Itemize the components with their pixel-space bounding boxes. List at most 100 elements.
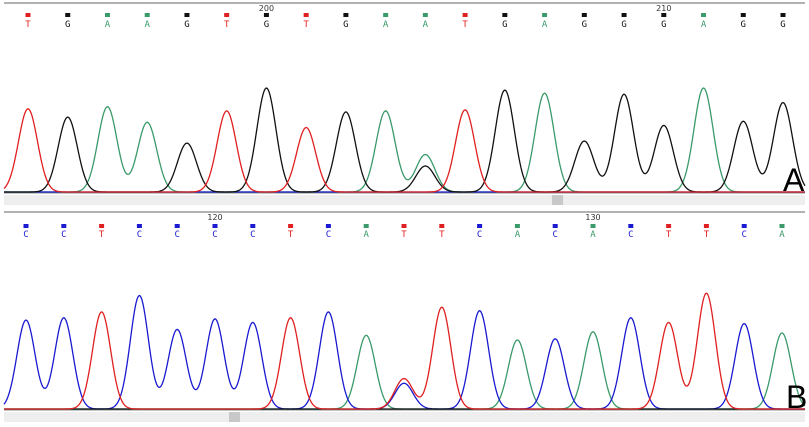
base-marker [621,13,627,17]
base-marker [439,224,445,228]
base-call: G [343,20,348,30]
base-marker [303,13,309,17]
base-call: T [439,230,445,240]
base-call: C [628,230,633,240]
peak-2 [101,311,103,313]
base-marker [250,224,256,228]
base-call: C [250,230,255,240]
base-marker [263,13,269,17]
base-marker [628,224,634,228]
base-marker [144,13,150,17]
peak-20 [781,332,783,334]
base-call: A [105,20,111,30]
base-marker [542,13,548,17]
base-marker [661,13,667,17]
peak-8 [345,111,347,113]
peak-11 [464,109,466,111]
base-marker [462,13,468,17]
base-call: T [666,230,672,240]
peak-4 [176,328,178,331]
base-call: T [224,20,230,30]
base-call: A [363,230,369,240]
peak-15 [592,331,594,333]
base-marker [422,13,428,17]
base-marker [61,224,67,228]
base-marker [65,13,71,17]
peak-9 [365,334,367,336]
peak-6 [265,87,268,89]
peak-10 [424,153,426,156]
base-marker [25,13,31,17]
peak-17 [668,321,670,324]
peak-17 [702,87,705,89]
base-marker [502,13,508,17]
base-call: A [144,20,150,30]
scrollbar-track[interactable] [4,412,805,422]
base-call: C [212,230,217,240]
peak-16 [663,124,665,127]
base-marker [136,224,142,228]
peak-14 [554,338,556,340]
base-marker [184,13,190,17]
base-call: T [462,20,468,30]
base-call: T [401,230,407,240]
scrollbar-track[interactable] [4,195,805,205]
base-marker [343,13,349,17]
base-call: C [174,230,179,240]
base-call: G [184,20,189,30]
scrollbar-thumb[interactable] [552,195,563,205]
trace-A [4,331,806,410]
base-marker [581,13,587,17]
base-call: C [741,230,746,240]
trace-A [4,87,805,193]
peak-19 [782,101,784,104]
base-call: G [65,20,70,30]
base-marker [590,224,596,228]
peak-12 [479,310,481,312]
panel-a: 200 210 T G A A G T G T G A A T G A G G G A G G [3,2,806,205]
base-call: C [477,230,482,240]
base-marker [703,224,709,228]
base-marker [779,224,785,228]
panel-b: 120 130 C C T C C C C T C A T T C A C A C T T C A [3,211,806,422]
panel-label-b: B [786,379,807,415]
base-call: T [25,20,31,30]
base-marker [740,13,746,17]
base-marker [325,224,331,228]
base-marker [383,13,389,17]
base-call: T [99,230,105,240]
peak-2 [106,106,109,108]
base-marker [174,224,180,228]
peak-13 [516,339,519,341]
peak-9 [385,110,387,112]
base-marker [514,224,520,228]
peak-18 [705,292,708,294]
trace-T [3,108,805,193]
base-call: A [515,230,521,240]
base-call: C [326,230,331,240]
base-call: T [303,20,309,30]
peak-14 [583,140,585,142]
base-call: A [383,20,389,30]
peak-13 [543,92,546,94]
base-marker [477,224,483,228]
peak-7 [305,126,307,129]
scrollbar-thumb[interactable] [229,412,240,422]
position-label: 200 [259,4,274,13]
base-call: T [704,230,710,240]
peak-0 [27,108,29,110]
base-call: G [264,20,269,30]
peak-12 [504,89,506,91]
base-call: A [779,230,785,240]
position-label: 210 [656,4,671,13]
peak-5 [214,318,216,320]
base-call: C [61,230,66,240]
peak-10 [403,377,405,380]
base-marker [104,13,110,17]
peak-4 [186,142,188,144]
panel-label-a: A [783,162,805,198]
base-call: G [661,20,666,30]
peak-18 [742,120,744,122]
position-label: 120 [207,213,222,222]
base-call: C [23,230,28,240]
